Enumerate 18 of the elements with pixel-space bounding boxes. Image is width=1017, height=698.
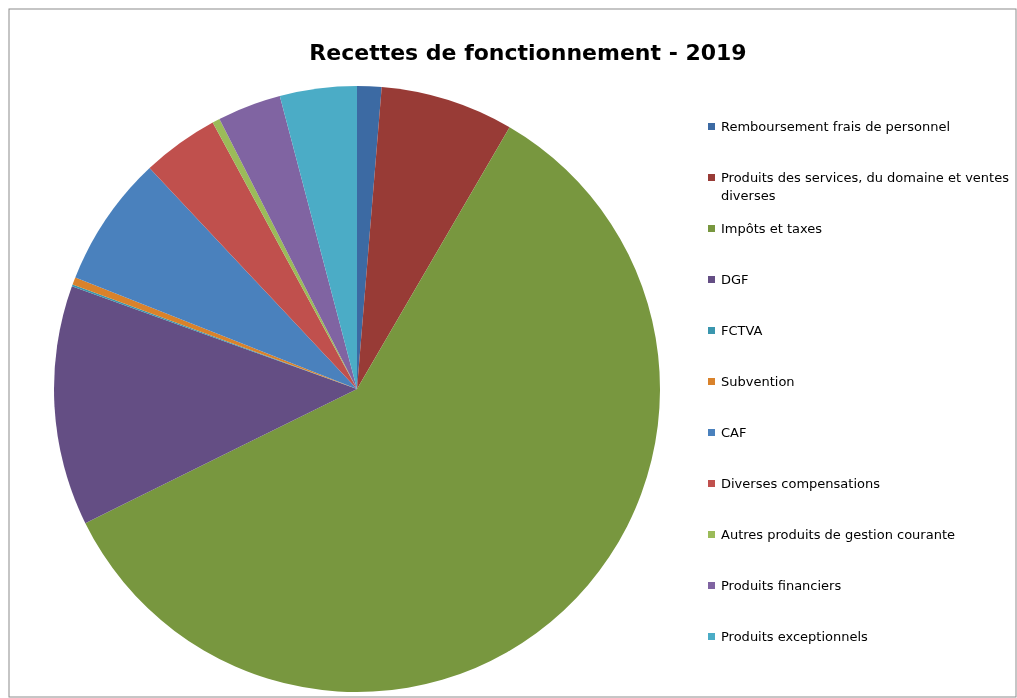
legend-label: Produits financiers: [721, 578, 842, 593]
pie-slice: [357, 87, 510, 389]
legend-label: Produits exceptionnels: [721, 629, 869, 644]
pie-slice: [54, 286, 357, 524]
legend-label: FCTVA: [721, 323, 763, 338]
legend-label: CAF: [721, 425, 747, 440]
legend-label: Autres produits de gestion courante: [721, 527, 955, 542]
legend-label: Diverses compensations: [721, 476, 881, 491]
pie-slice: [75, 168, 357, 389]
legend-label: Produits des services, du domaine et ventes diverses: [721, 170, 1010, 203]
pie-slice: [149, 122, 357, 389]
legend-label: DGF: [721, 272, 749, 287]
pie-slice: [85, 127, 660, 692]
legend-label: Impôts et taxes: [721, 221, 823, 236]
pie-slice: [279, 86, 357, 389]
legend-label: Remboursement frais de personnel: [721, 119, 950, 134]
legend-label: Subvention: [721, 374, 795, 389]
chart-title: Recettes de fonctionnement - 2019: [309, 40, 747, 65]
